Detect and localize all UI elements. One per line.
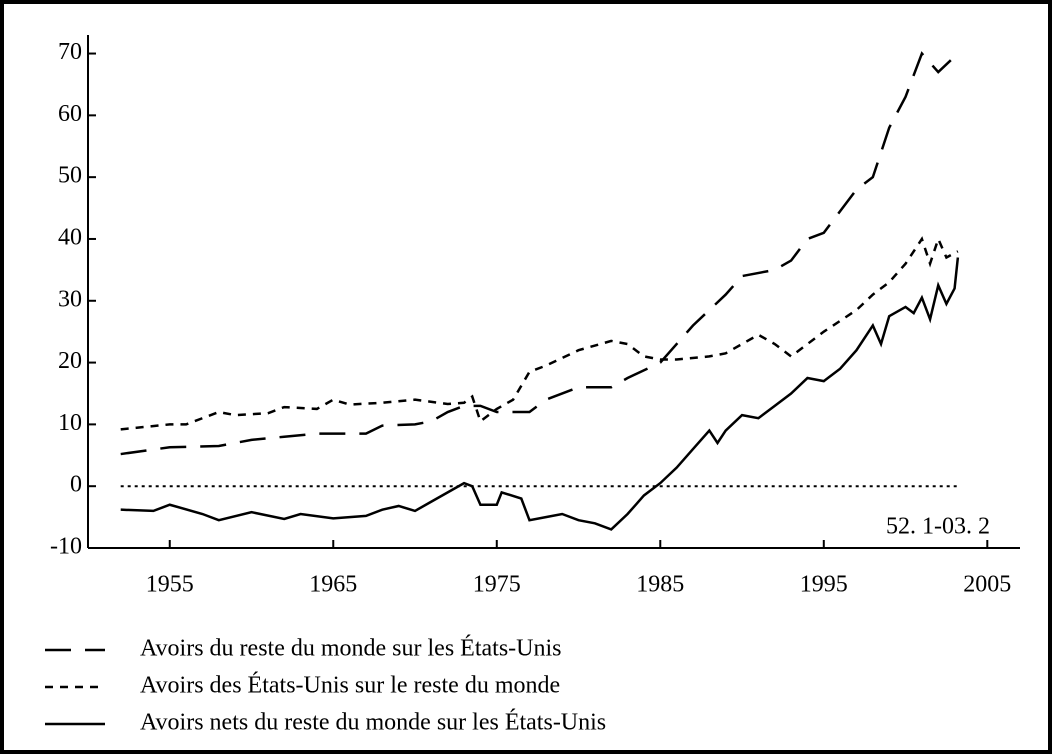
y-tick-label: 20 bbox=[58, 348, 82, 374]
x-tick-label: 1975 bbox=[473, 572, 521, 598]
series-line bbox=[120, 51, 959, 456]
x-tick-label: 1985 bbox=[636, 572, 684, 598]
y-tick-label: 40 bbox=[58, 224, 82, 250]
series-line bbox=[120, 235, 959, 431]
legend-label: Avoirs nets du reste du monde sur les Ét… bbox=[140, 710, 606, 736]
y-tick-label: 30 bbox=[58, 286, 82, 312]
legend-label: Avoirs des États-Unis sur le reste du mo… bbox=[140, 673, 560, 699]
y-tick-label: 60 bbox=[58, 101, 82, 127]
annotation: 52. 1-03. 2 bbox=[886, 514, 990, 540]
y-tick-label: 50 bbox=[58, 163, 82, 189]
legend-label: Avoirs du reste du monde sur les États-U… bbox=[140, 636, 562, 662]
y-tick-label: 0 bbox=[70, 472, 82, 498]
x-tick-label: 2005 bbox=[963, 572, 1011, 598]
y-tick-label: -10 bbox=[50, 534, 82, 560]
x-tick-label: 1995 bbox=[800, 572, 848, 598]
series-line bbox=[120, 257, 960, 531]
y-tick-label: 70 bbox=[58, 39, 82, 65]
x-tick-label: 1955 bbox=[146, 572, 194, 598]
x-tick-label: 1965 bbox=[309, 572, 357, 598]
y-tick-label: 10 bbox=[58, 410, 82, 436]
